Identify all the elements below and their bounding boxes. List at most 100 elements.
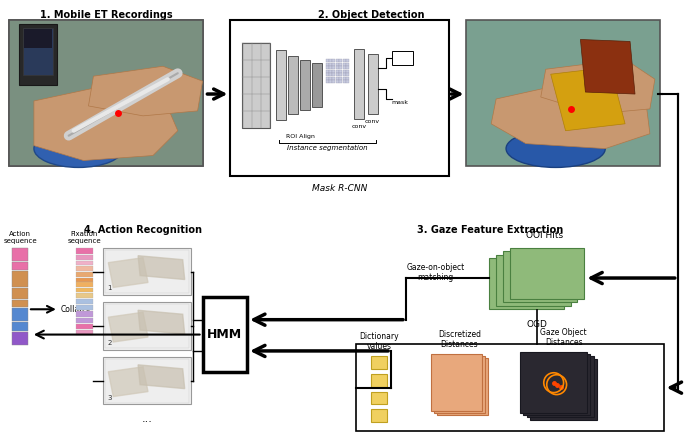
FancyBboxPatch shape [103, 357, 190, 404]
FancyBboxPatch shape [343, 77, 346, 80]
FancyBboxPatch shape [520, 352, 588, 413]
Polygon shape [108, 258, 148, 288]
FancyBboxPatch shape [336, 63, 339, 66]
FancyBboxPatch shape [325, 66, 329, 69]
FancyBboxPatch shape [332, 60, 336, 62]
FancyBboxPatch shape [12, 300, 28, 307]
FancyBboxPatch shape [325, 70, 329, 73]
FancyBboxPatch shape [276, 50, 286, 120]
FancyBboxPatch shape [105, 304, 188, 348]
FancyBboxPatch shape [523, 354, 590, 415]
FancyBboxPatch shape [436, 358, 488, 415]
FancyBboxPatch shape [343, 73, 346, 76]
Text: 2: 2 [108, 340, 112, 346]
FancyBboxPatch shape [103, 248, 190, 295]
Text: conv: conv [351, 124, 366, 129]
Text: ROI Align: ROI Align [286, 134, 315, 139]
FancyBboxPatch shape [329, 80, 332, 83]
FancyBboxPatch shape [75, 288, 93, 292]
FancyBboxPatch shape [347, 77, 349, 80]
FancyBboxPatch shape [325, 80, 329, 83]
Polygon shape [138, 256, 185, 280]
FancyBboxPatch shape [434, 356, 485, 413]
Text: Dictionary
values: Dictionary values [360, 332, 399, 351]
FancyBboxPatch shape [336, 80, 339, 83]
FancyBboxPatch shape [496, 255, 571, 306]
FancyBboxPatch shape [75, 318, 93, 323]
FancyBboxPatch shape [332, 63, 336, 66]
Ellipse shape [34, 130, 123, 168]
FancyBboxPatch shape [340, 60, 342, 62]
Text: Gaze-on-object
matching: Gaze-on-object matching [406, 263, 464, 282]
Polygon shape [580, 40, 635, 94]
Polygon shape [34, 86, 177, 161]
Polygon shape [88, 66, 203, 116]
FancyBboxPatch shape [392, 52, 413, 65]
FancyBboxPatch shape [312, 64, 321, 107]
FancyBboxPatch shape [105, 359, 188, 403]
FancyBboxPatch shape [75, 305, 93, 310]
FancyBboxPatch shape [527, 356, 595, 417]
FancyBboxPatch shape [75, 248, 93, 254]
Text: Gaze Object
Distances: Gaze Object Distances [540, 328, 587, 347]
FancyBboxPatch shape [12, 271, 28, 288]
FancyBboxPatch shape [12, 262, 28, 269]
Ellipse shape [506, 130, 606, 168]
FancyBboxPatch shape [103, 303, 190, 350]
Polygon shape [491, 79, 650, 149]
Text: class
box: class box [395, 53, 409, 64]
Text: Mask R-CNN: Mask R-CNN [312, 184, 367, 193]
FancyBboxPatch shape [343, 63, 346, 66]
Text: Collapse: Collapse [61, 305, 93, 314]
FancyBboxPatch shape [340, 63, 342, 66]
FancyBboxPatch shape [343, 66, 346, 69]
FancyBboxPatch shape [332, 77, 336, 80]
FancyBboxPatch shape [12, 308, 28, 321]
FancyBboxPatch shape [75, 324, 93, 329]
FancyBboxPatch shape [336, 66, 339, 69]
FancyBboxPatch shape [24, 29, 52, 49]
FancyBboxPatch shape [325, 60, 329, 62]
FancyBboxPatch shape [530, 359, 597, 420]
FancyBboxPatch shape [332, 80, 336, 83]
FancyBboxPatch shape [332, 73, 336, 76]
FancyBboxPatch shape [343, 70, 346, 73]
FancyBboxPatch shape [368, 54, 377, 114]
Text: OGD: OGD [527, 320, 548, 329]
Polygon shape [108, 367, 148, 396]
FancyBboxPatch shape [329, 60, 332, 62]
FancyBboxPatch shape [371, 374, 387, 387]
FancyBboxPatch shape [347, 60, 349, 62]
FancyBboxPatch shape [325, 73, 329, 76]
FancyBboxPatch shape [75, 330, 93, 335]
FancyBboxPatch shape [12, 248, 28, 261]
FancyBboxPatch shape [466, 20, 660, 166]
FancyBboxPatch shape [332, 70, 336, 73]
FancyBboxPatch shape [12, 322, 28, 331]
FancyBboxPatch shape [340, 70, 342, 73]
FancyBboxPatch shape [347, 63, 349, 66]
FancyBboxPatch shape [9, 20, 203, 166]
FancyBboxPatch shape [510, 248, 584, 299]
Text: Discretized
Distances: Discretized Distances [438, 329, 481, 349]
FancyBboxPatch shape [329, 73, 332, 76]
Polygon shape [138, 365, 185, 389]
FancyBboxPatch shape [75, 261, 93, 265]
FancyBboxPatch shape [340, 73, 342, 76]
Text: ...: ... [142, 415, 153, 424]
FancyBboxPatch shape [329, 63, 332, 66]
FancyBboxPatch shape [371, 356, 387, 369]
FancyBboxPatch shape [503, 251, 577, 303]
FancyBboxPatch shape [431, 354, 482, 411]
FancyBboxPatch shape [336, 77, 339, 80]
FancyBboxPatch shape [75, 299, 93, 304]
Text: Instance segmentation: Instance segmentation [287, 145, 368, 151]
FancyBboxPatch shape [336, 70, 339, 73]
FancyBboxPatch shape [23, 28, 53, 75]
FancyBboxPatch shape [347, 66, 349, 69]
FancyBboxPatch shape [12, 288, 28, 299]
FancyBboxPatch shape [340, 77, 342, 80]
FancyBboxPatch shape [489, 258, 564, 309]
FancyBboxPatch shape [75, 272, 93, 277]
Text: 1. Mobile ET Recordings: 1. Mobile ET Recordings [40, 10, 173, 20]
